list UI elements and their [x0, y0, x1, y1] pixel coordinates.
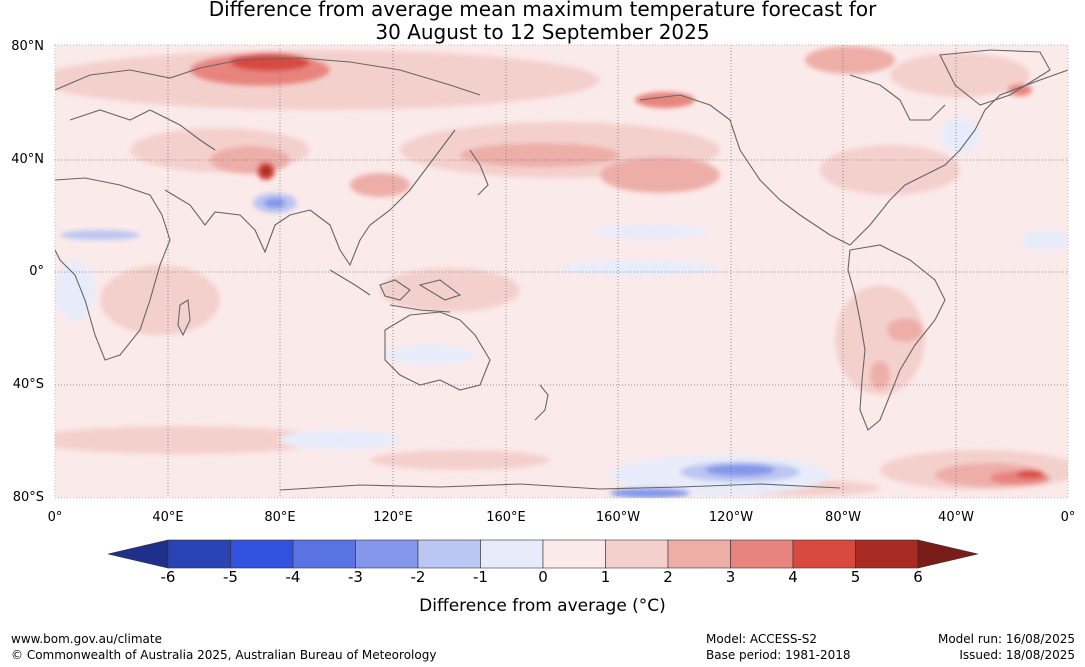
lat-label-40n: 40°N — [11, 152, 44, 167]
lon-label-0: 0° — [47, 510, 63, 525]
colorbar-tick-label: -6 — [160, 568, 176, 586]
colorbar-title: Difference from average (°C) — [419, 596, 666, 616]
colorbar-bin — [480, 539, 544, 569]
colorbar-tick-label: -3 — [348, 568, 363, 586]
lat-label-80n: 80°N — [11, 39, 44, 54]
map-title-line-2: 30 August to 12 September 2025 — [375, 20, 710, 44]
colorbar-tick-label: -1 — [473, 568, 488, 586]
graticule — [55, 45, 1068, 498]
lon-label-40e: 40°E — [152, 510, 184, 525]
lon-label-120w: 120°W — [708, 510, 754, 525]
lat-label-0: 0° — [29, 264, 44, 279]
map-background — [55, 45, 1068, 498]
lon-label-160w: 160°W — [595, 510, 641, 525]
colorbar-extend-high — [917, 539, 979, 569]
lon-label-80e: 80°E — [264, 510, 296, 525]
colorbar — [107, 539, 979, 569]
footer-issued: Issued: 18/08/2025 — [959, 648, 1075, 662]
colorbar-bin — [417, 539, 481, 569]
lon-label-120e: 120°E — [373, 510, 413, 525]
colorbar-tick-label: 4 — [788, 568, 798, 586]
colorbar-bin — [230, 539, 294, 569]
lon-label-40w: 40°W — [938, 510, 974, 525]
lon-label-0-right: 0° — [1060, 510, 1076, 525]
colorbar-tick-label: 1 — [600, 568, 611, 586]
coastlines — [55, 49, 1068, 491]
colorbar-tick-label: 6 — [913, 568, 923, 586]
footer-model: Model: ACCESS-S2 — [706, 632, 818, 646]
colorbar-bin — [792, 539, 856, 569]
colorbar-tick-label: 0 — [538, 568, 548, 586]
colorbar-tick-label: -4 — [285, 568, 301, 586]
lat-label-80s: 80°S — [12, 490, 44, 505]
colorbar-bin — [855, 539, 919, 569]
footer-base-period: Base period: 1981-2018 — [706, 648, 851, 662]
colorbar-bin — [167, 539, 231, 569]
colorbar-bin — [292, 539, 356, 569]
lon-label-160e: 160°E — [486, 510, 526, 525]
colorbar-tick-label: 3 — [725, 568, 736, 586]
lon-label-80w: 80°W — [825, 510, 861, 525]
map-frame — [54, 44, 1069, 499]
footer-url: www.bom.gov.au/climate — [11, 632, 162, 646]
colorbar-tick-label: 2 — [663, 568, 673, 586]
colorbar-bin — [605, 539, 669, 569]
lat-label-40s: 40°S — [12, 377, 44, 392]
colorbar-bin — [730, 539, 794, 569]
footer-model-run: Model run: 16/08/2025 — [937, 632, 1075, 646]
map-title-line-1: Difference from average mean maximum tem… — [208, 0, 877, 21]
colorbar-tick-label: -5 — [223, 568, 238, 586]
colorbar-bin — [667, 539, 731, 569]
colorbar-tick-label: 5 — [850, 568, 861, 586]
colorbar-tick-label: -2 — [410, 568, 426, 586]
colorbar-bin — [355, 539, 419, 569]
colorbar-extend-low — [107, 539, 169, 569]
footer-copyright: © Commonwealth of Australia 2025, Austra… — [11, 648, 437, 662]
colorbar-bin — [542, 539, 606, 569]
